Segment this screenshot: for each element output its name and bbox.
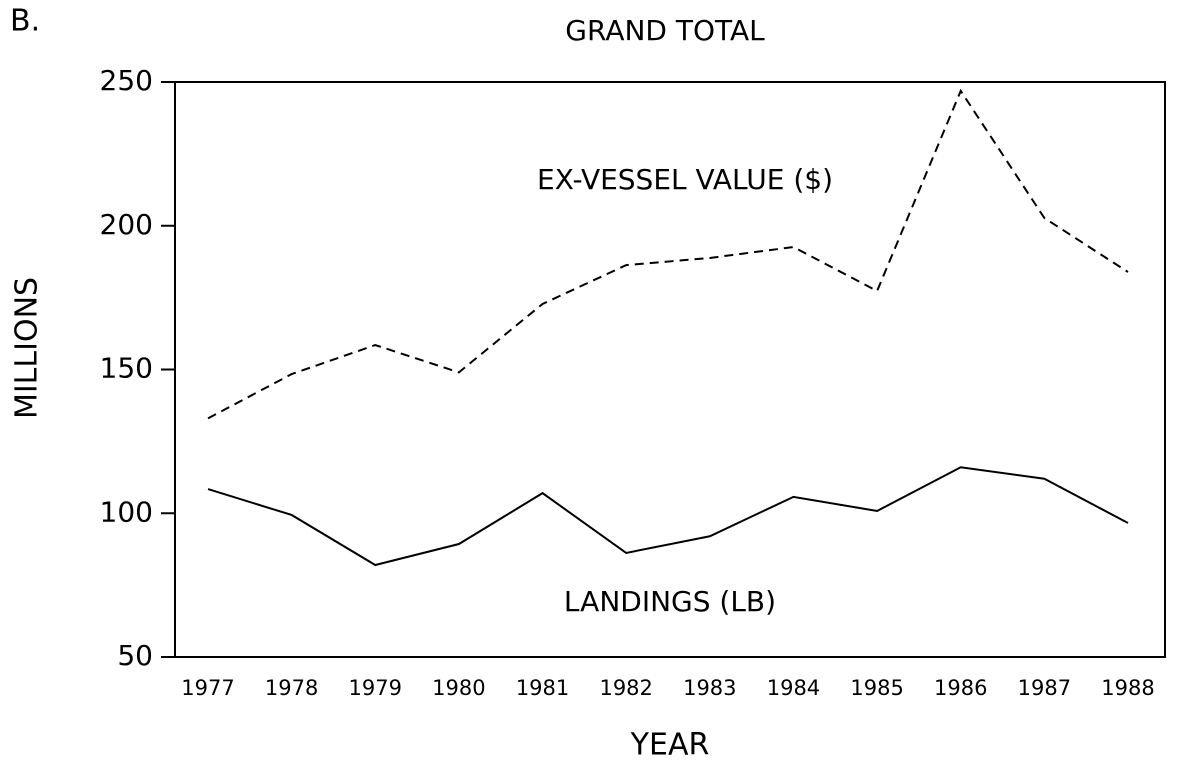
- x-tick-label: 1979: [349, 676, 402, 700]
- x-tick-label: 1981: [516, 676, 569, 700]
- series-label: EX-VESSEL VALUE ($): [537, 163, 833, 196]
- x-tick-label: 1980: [432, 676, 485, 700]
- x-tick-label: 1977: [181, 676, 234, 700]
- y-tick-label: 100: [100, 495, 153, 528]
- x-tick-label: 1986: [934, 676, 987, 700]
- x-tick-label: 1978: [265, 676, 318, 700]
- y-tick-label: 250: [100, 64, 153, 97]
- x-tick-label: 1985: [850, 676, 903, 700]
- y-tick-label: 50: [117, 639, 153, 672]
- y-axis-label: MILLIONS: [10, 277, 45, 419]
- y-tick-label: 150: [100, 352, 153, 385]
- x-tick-label: 1982: [599, 676, 652, 700]
- x-tick-label: 1988: [1101, 676, 1154, 700]
- y-tick-label: 200: [100, 208, 153, 241]
- panel-label: B.: [10, 4, 40, 39]
- series-line: [207, 88, 1129, 420]
- x-tick-label: 1984: [767, 676, 820, 700]
- x-axis-label: YEAR: [630, 728, 710, 763]
- series-line: [207, 466, 1129, 567]
- x-tick-label: 1987: [1018, 676, 1071, 700]
- series-label: LANDINGS (LB): [564, 585, 776, 618]
- chart-title: GRAND TOTAL: [565, 14, 765, 47]
- x-tick-label: 1983: [683, 676, 736, 700]
